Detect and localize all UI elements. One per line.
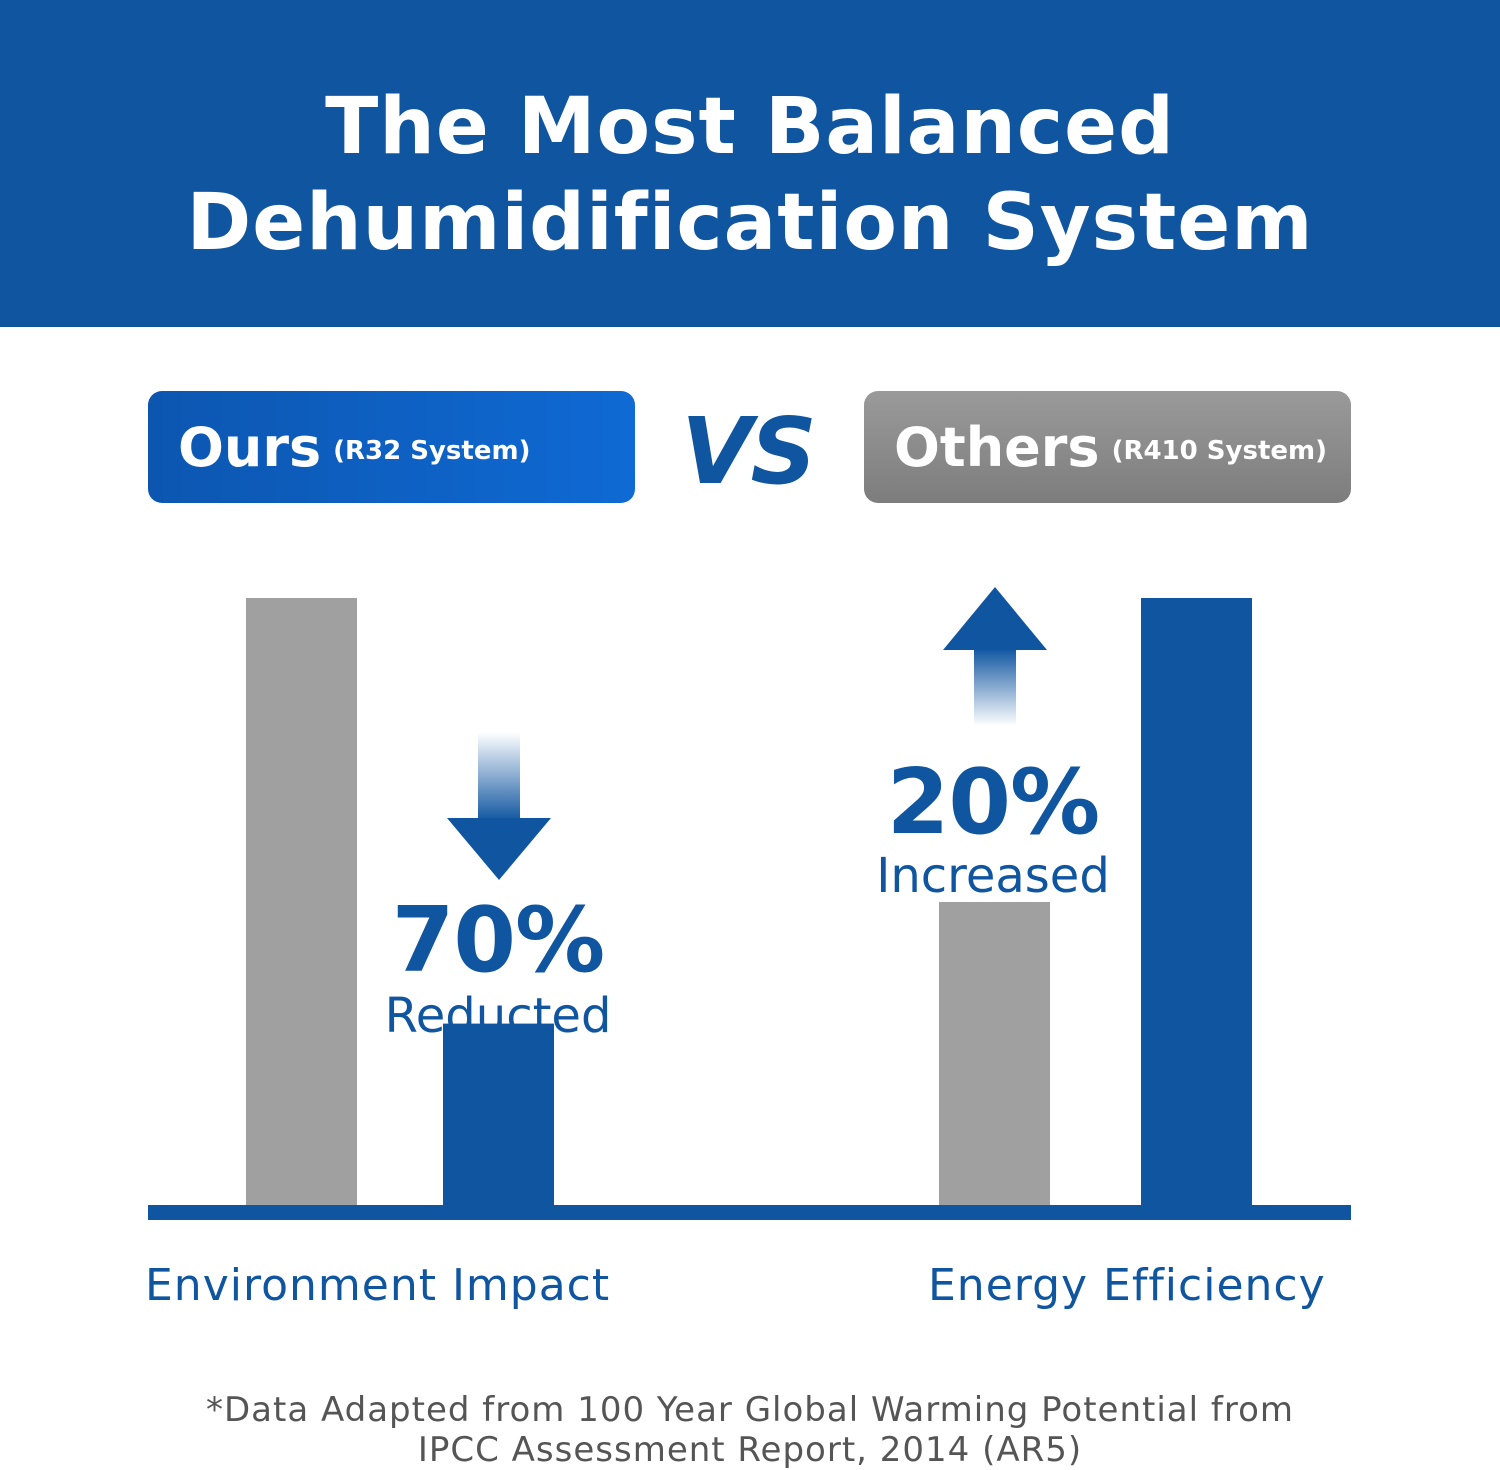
- page-title-line-1: The Most Balanced: [325, 82, 1175, 172]
- increase-percent: 20%: [886, 750, 1100, 855]
- ours-system-label: (R32 System): [333, 436, 531, 466]
- others-badge: Others (R410 System): [864, 391, 1351, 503]
- vs-label: VS: [681, 398, 816, 505]
- bar-ours-environment: [443, 1023, 554, 1206]
- others-system-label: (R410 System): [1111, 436, 1327, 466]
- ours-badge: Ours (R32 System): [148, 391, 635, 503]
- category-label-energy: Energy Efficiency: [928, 1260, 1326, 1311]
- category-label-environment: Environment Impact: [145, 1260, 611, 1311]
- reduction-percent: 70%: [391, 888, 605, 993]
- footnote-line-2: IPCC Assessment Report, 2014 (AR5): [417, 1430, 1083, 1470]
- bar-ours-energy: [1141, 598, 1252, 1206]
- header-banner: The Most Balanced Dehumidification Syste…: [0, 0, 1500, 327]
- arrow-down-icon: [447, 732, 551, 880]
- footnote-line-1: *Data Adapted from 100 Year Global Warmi…: [205, 1390, 1295, 1430]
- others-label: Others: [894, 415, 1100, 479]
- arrow-up-icon: [943, 587, 1047, 726]
- chart-baseline: [148, 1205, 1351, 1220]
- ours-label: Ours: [178, 415, 322, 479]
- page-title-line-2: Dehumidification System: [186, 178, 1314, 268]
- increase-label: Increased: [876, 848, 1110, 904]
- bar-others-environment: [246, 598, 357, 1206]
- bar-others-energy: [939, 902, 1050, 1206]
- reduction-label: Reducted: [384, 988, 612, 1044]
